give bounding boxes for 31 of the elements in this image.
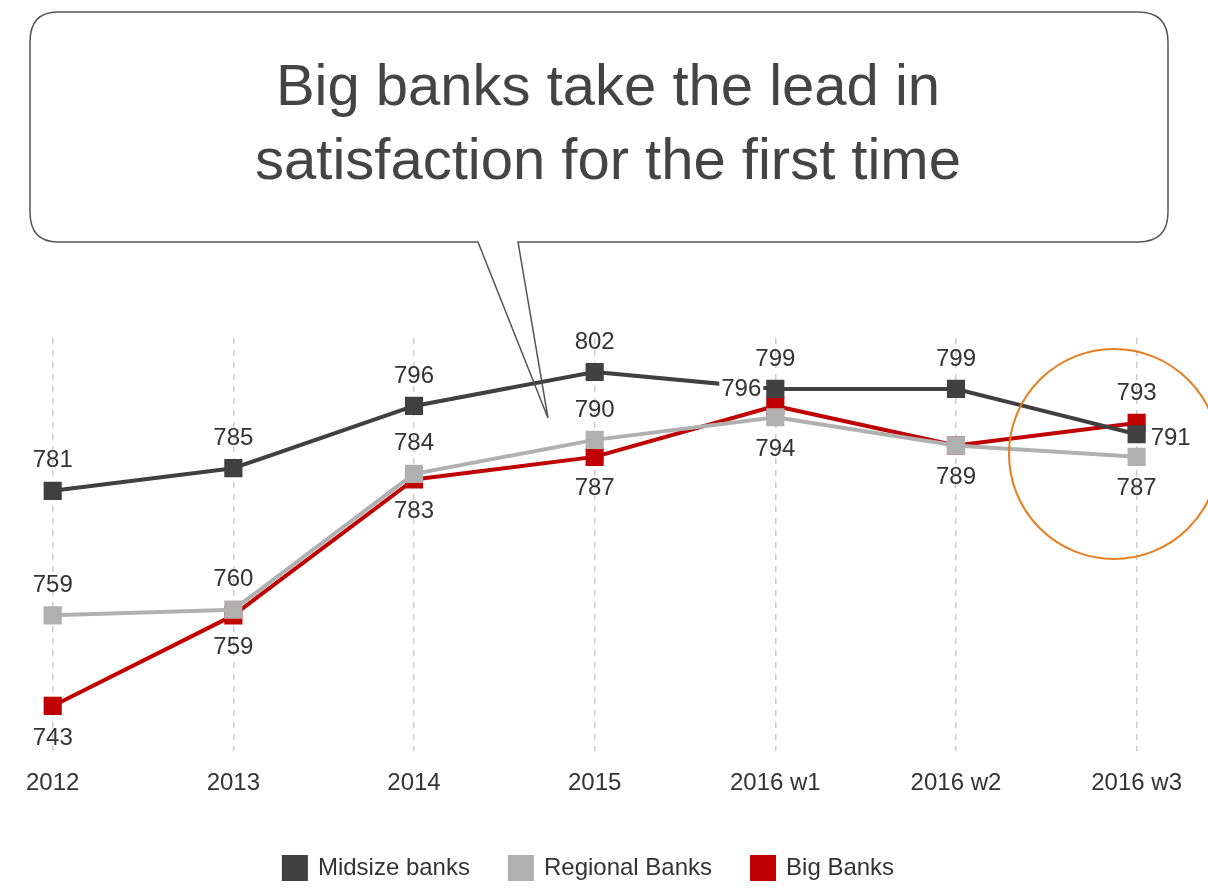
data-label: 799	[935, 343, 976, 371]
data-label: 783	[393, 496, 435, 524]
legend-label: Midsize banks	[317, 852, 470, 880]
data-label: 781	[32, 445, 73, 473]
data-label: 785	[213, 422, 254, 450]
data-label: 789	[935, 462, 976, 490]
data-label: 802	[574, 326, 615, 354]
x-tick-label: 2016 w1	[729, 768, 821, 796]
data-label: 759	[213, 631, 254, 659]
data-label: 794	[755, 433, 796, 461]
legend-label: Big Banks	[786, 852, 895, 880]
chart-title: Big banks take the lead in satisfaction for the first time	[254, 51, 962, 193]
x-tick-label: 2012	[26, 768, 80, 796]
data-label: 793	[1116, 377, 1157, 405]
data-label: 743	[32, 722, 73, 750]
x-tick-label: 2016 w3	[1091, 768, 1183, 796]
data-label: 796	[393, 360, 435, 388]
x-tick-label: 2014	[387, 768, 441, 796]
data-label: 787	[1116, 473, 1157, 501]
legend-label: Regional Banks	[543, 852, 713, 880]
x-tick-label: 2013	[206, 768, 261, 796]
x-tick-label: 2015	[567, 768, 622, 796]
data-label: 799	[755, 343, 796, 371]
data-label: 796	[721, 373, 762, 401]
x-tick-label: 2016 w2	[910, 768, 1002, 796]
data-label: 760	[213, 564, 254, 592]
data-label: 791	[1150, 422, 1191, 450]
data-label: 759	[32, 569, 73, 597]
data-label: 790	[574, 394, 615, 422]
data-label: 784	[393, 428, 435, 456]
data-label: 787	[574, 473, 615, 501]
